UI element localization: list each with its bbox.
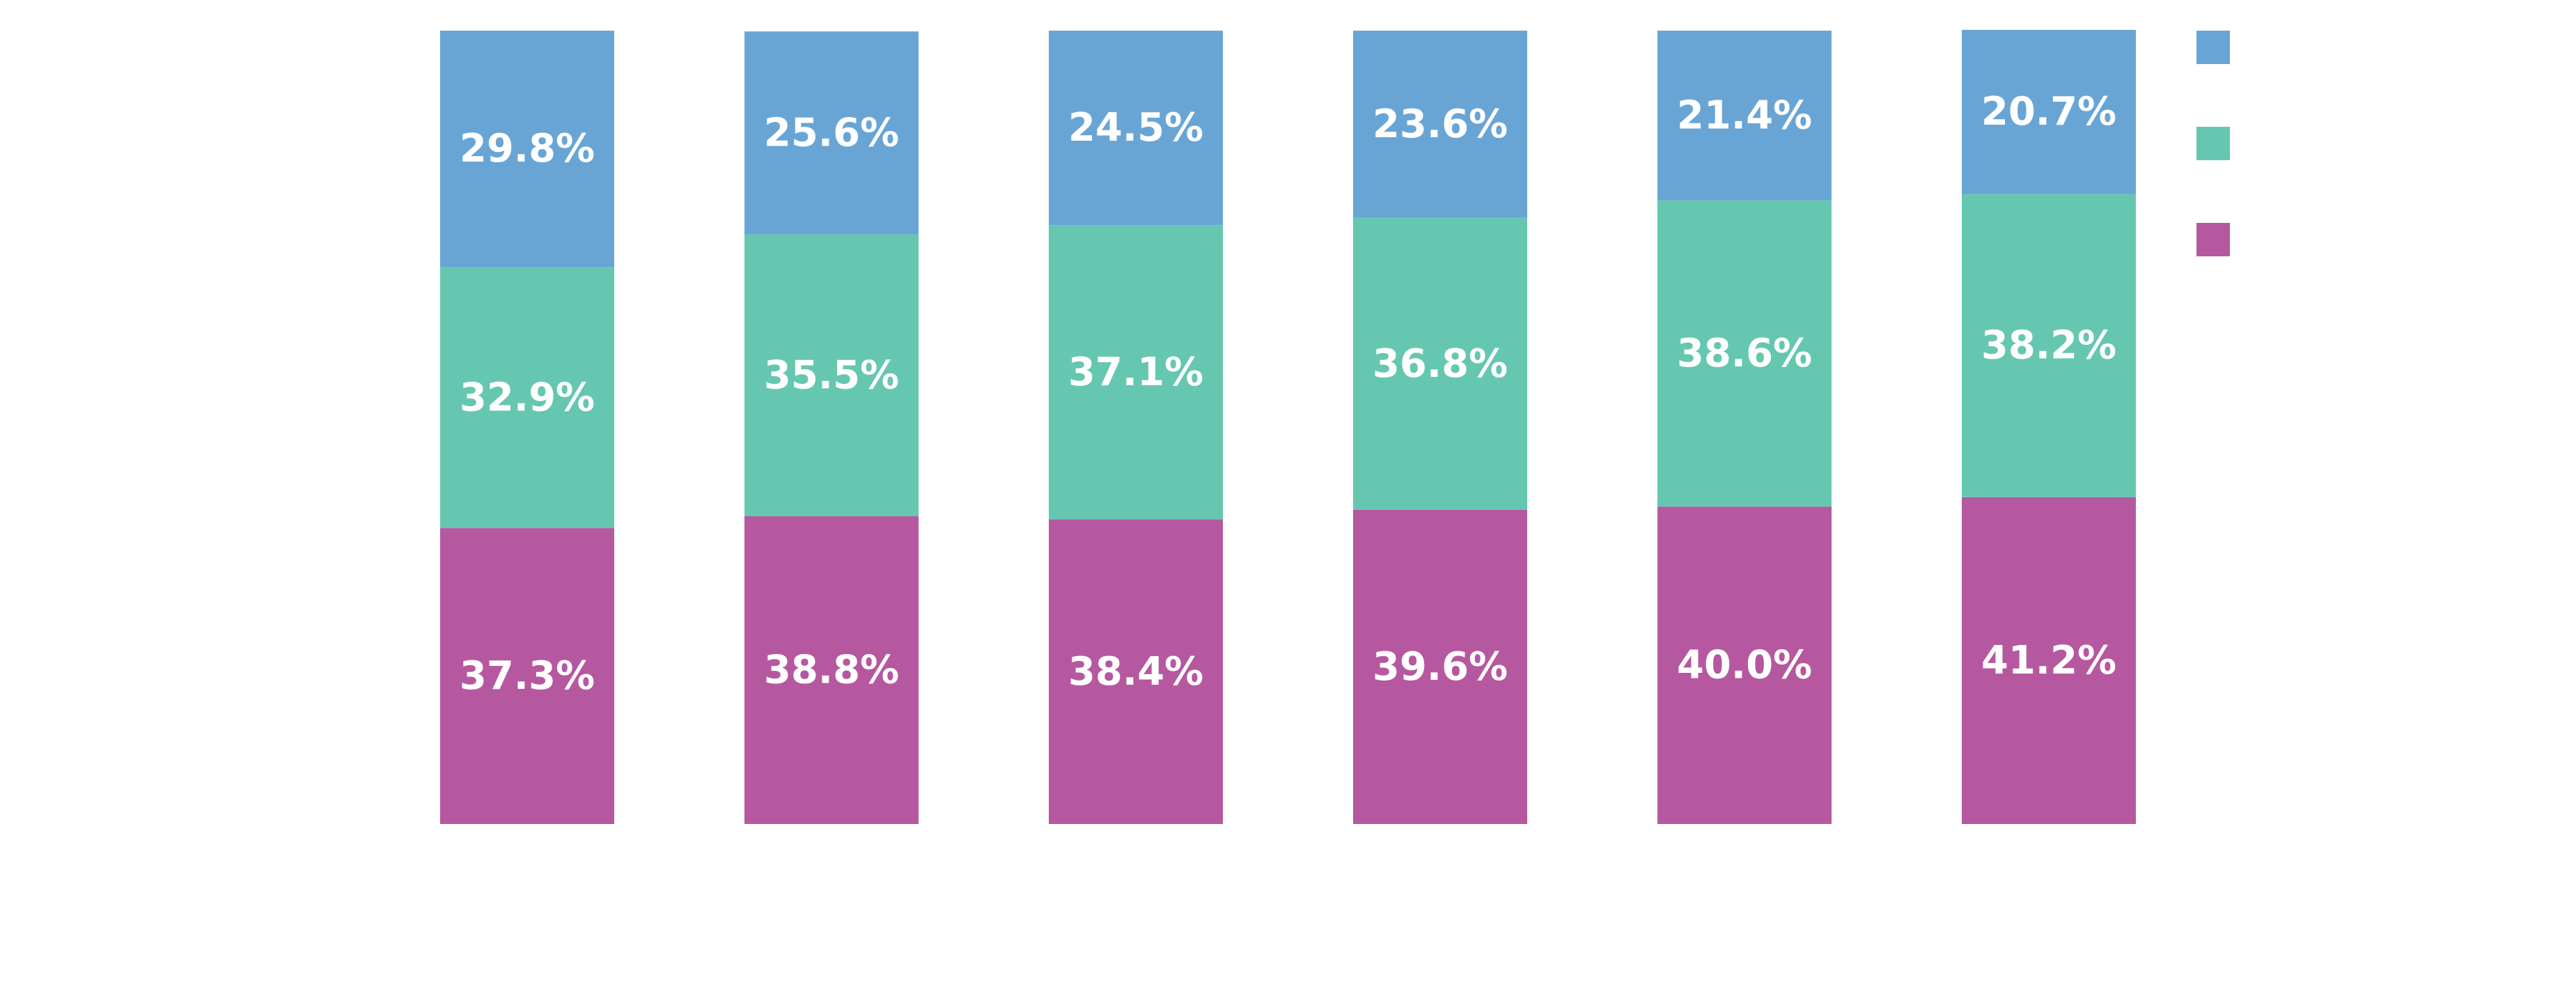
data-label: 24.5%	[1068, 105, 1203, 150]
bar-segment	[1962, 194, 2136, 497]
data-label: 41.2%	[1981, 638, 2116, 683]
legend	[2196, 31, 2230, 256]
bar-segment	[744, 31, 919, 235]
bar-segment	[1657, 506, 1832, 824]
data-label: 38.2%	[1981, 323, 2116, 368]
bar-segment	[440, 528, 614, 824]
bar-segment	[1353, 509, 1527, 824]
bar-segment	[440, 267, 614, 529]
data-label: 21.4%	[1677, 93, 1812, 138]
data-label: 37.3%	[460, 653, 595, 699]
data-label: 25.6%	[764, 110, 899, 155]
bar-segment	[1657, 31, 1832, 201]
legend-swatch	[2196, 223, 2230, 256]
bar-segment	[1962, 497, 2136, 824]
bar-segment	[1353, 31, 1527, 218]
legend-swatch	[2196, 31, 2230, 64]
bar-segment	[744, 234, 919, 517]
data-label: 20.7%	[1981, 89, 2116, 134]
data-label: 32.9%	[460, 375, 595, 420]
data-label: 23.6%	[1373, 102, 1508, 147]
bar-segment	[440, 31, 614, 267]
data-label: 29.8%	[460, 126, 595, 171]
legend-swatch	[2196, 127, 2230, 160]
bar-segment	[744, 516, 919, 824]
data-label: 40.0%	[1677, 643, 1812, 688]
data-label: 38.4%	[1068, 649, 1203, 694]
data-label: 38.6%	[1677, 331, 1812, 376]
bar-segment	[1353, 217, 1527, 510]
bar-segment	[1049, 225, 1223, 520]
bar-segment	[1049, 519, 1223, 824]
data-label: 35.5%	[764, 352, 899, 398]
bar-segment	[1657, 200, 1832, 507]
bar-segment	[1962, 29, 2136, 194]
data-label: 39.6%	[1373, 644, 1508, 690]
data-label: 38.8%	[764, 648, 899, 693]
data-label: 37.1%	[1068, 350, 1203, 395]
bars-group: 37.3% 32.9% 29.8% 38.8% 35.5% 25.6% 38.4% 37.1%…	[440, 29, 2136, 824]
bar-segment	[1049, 31, 1223, 226]
data-label: 36.8%	[1373, 341, 1508, 387]
